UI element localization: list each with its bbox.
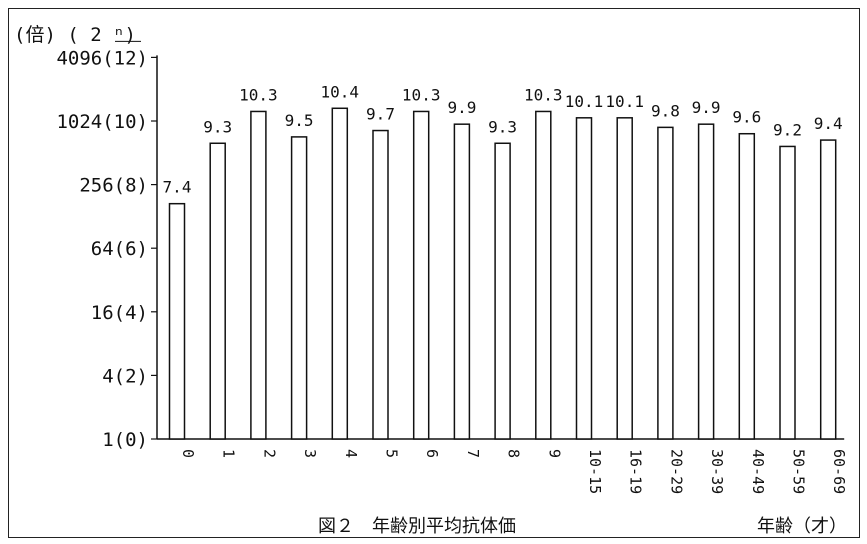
bar [494,142,511,440]
bar [779,145,796,440]
bar-value-label: 9.2 [773,120,802,139]
y-tick-label: 4(2) [102,365,148,387]
bar [453,123,471,440]
bar-value-label: 10.3 [524,85,563,104]
x-tick-label: 4 [342,449,360,458]
bar-value-label: 9.7 [366,105,395,124]
y-tick-label: 64(6) [91,238,148,260]
y-tick-label: 256(8) [79,175,148,197]
y-axis-label: (倍) [14,24,56,46]
bar [535,110,552,440]
x-tick-label: 20-29 [667,449,685,494]
bar-value-label: 9.3 [488,117,517,136]
bar-value-label: 10.4 [321,82,360,101]
bar-value-label: 9.6 [732,108,761,127]
bar-value-label: 7.4 [163,178,192,197]
x-tick-label: 1 [220,449,238,458]
bar-value-label: 9.3 [203,117,232,136]
bar-value-label: 9.9 [447,98,476,117]
y-tick-label: 1(0) [102,429,148,451]
x-tick-label: 7 [464,449,482,458]
x-axis-label: 年齢（才） [757,516,847,537]
bar-value-label: 9.9 [692,98,721,117]
x-tick-label: 50-59 [790,449,808,494]
bar [290,136,308,440]
y-tick-label: 4096(12) [56,47,148,69]
x-tick-label: 2 [260,449,278,458]
bar [616,117,633,440]
chart-title: 図２ 年齢別平均抗体価 [318,516,516,537]
bar [697,123,715,440]
y-tick-label: 16(4) [91,302,148,324]
x-tick-label: 30-39 [708,449,726,494]
bar [372,129,389,440]
bar [575,117,593,440]
bar-value-label: 9.8 [651,101,680,120]
x-tick-label: 16-19 [627,449,645,494]
bar [657,126,674,440]
chart-frame [8,8,860,538]
bar-value-label: 9.4 [814,114,843,133]
bar [738,132,756,440]
x-tick-label: 3 [301,449,319,458]
bar-value-label: 10.3 [402,85,441,104]
y-axis-exponent-label: ( 2 ⁿ) [67,24,136,46]
bar [412,110,430,440]
bar-value-label: 10.1 [605,92,644,111]
x-tick-label: 0 [179,449,197,458]
bar-value-label: 9.5 [285,111,314,130]
bar [819,139,837,440]
x-tick-label: 60-69 [830,449,848,494]
y-axis-unit-label: (倍) ( 2 ⁿ) [14,20,136,47]
x-tick-label: 10-15 [586,449,604,494]
x-tick-label: 6 [423,449,441,458]
bar [209,142,226,440]
y-tick-label: 1024(10) [56,111,148,133]
x-tick-label: 5 [383,449,401,458]
x-tick-label: 9 [545,449,563,458]
bar [250,110,267,440]
bar-value-label: 10.1 [565,92,604,111]
x-tick-label: 8 [505,449,523,458]
bar [168,202,186,440]
x-tick-label: 40-49 [749,449,767,494]
bar-value-label: 10.3 [239,85,278,104]
bar [331,107,349,440]
